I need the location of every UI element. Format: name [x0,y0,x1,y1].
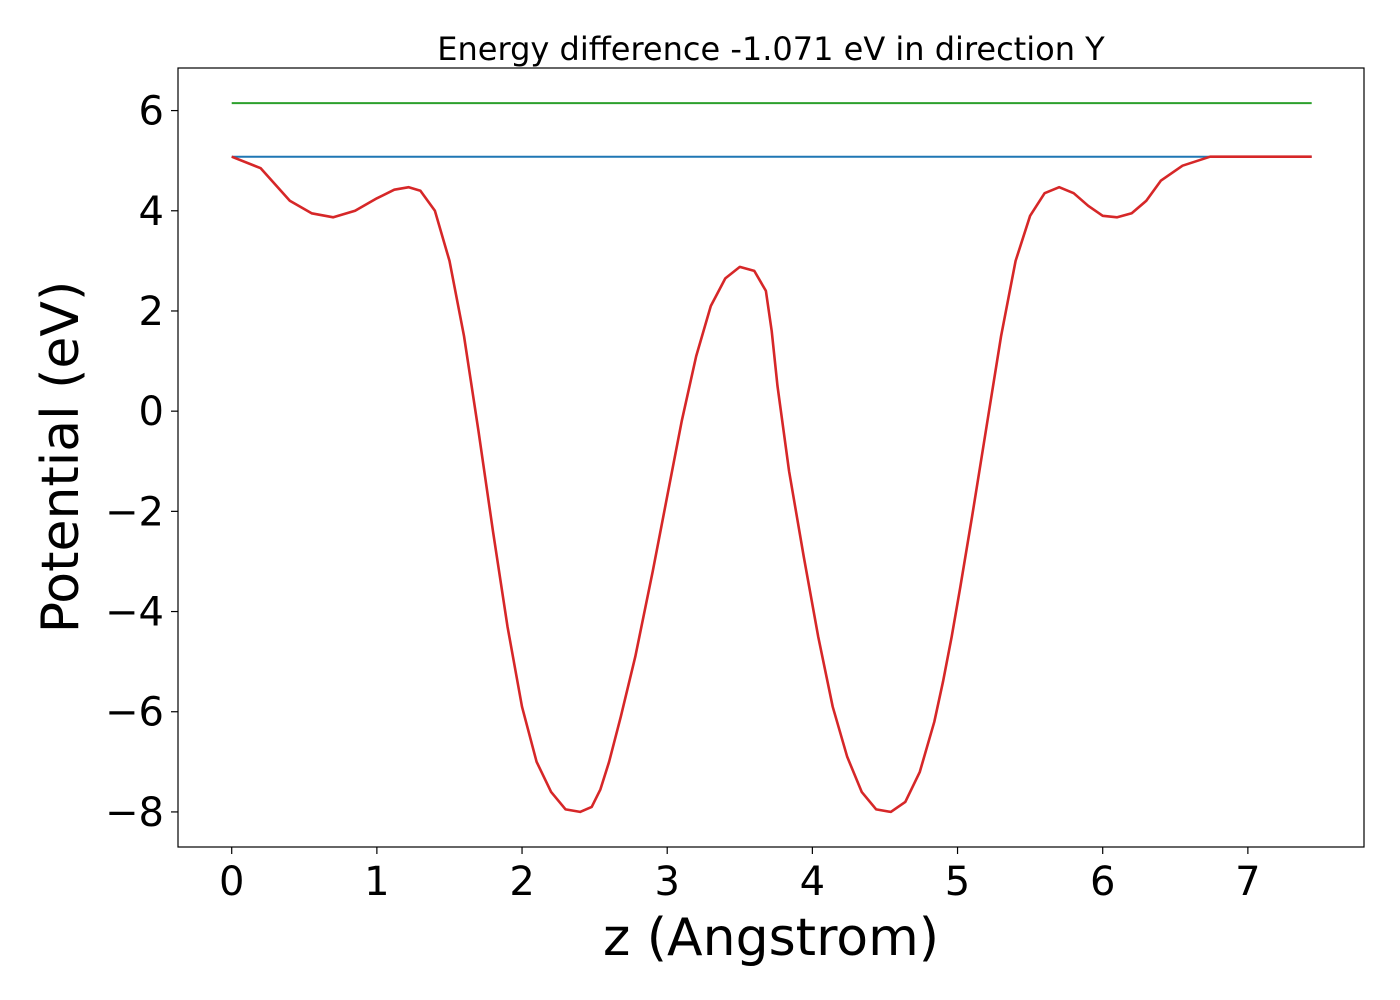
x-axis-ticks: 0 1 2 3 4 5 6 7 [219,847,1261,905]
x-tick-label: 6 [1090,859,1115,905]
x-axis-label: z (Angstrom) [603,908,939,968]
y-tick-label: 2 [139,289,164,335]
y-axis-label: Potential (eV) [31,281,91,633]
x-tick-label: 3 [654,859,679,905]
y-tick-label: −8 [105,790,164,836]
series-layer [231,102,1312,814]
plot-frame [177,67,1365,848]
series-line-2 [231,155,1312,814]
y-tick-label: −6 [105,690,164,736]
x-tick-label: 1 [364,859,389,905]
chart-title: Energy difference -1.071 eV in direction… [437,30,1105,68]
y-tick-label: −2 [105,489,164,535]
x-tick-label: 5 [945,859,970,905]
y-axis-ticks: −8 −6 −4 −2 0 2 4 6 [105,89,178,836]
x-tick-label: 2 [509,859,534,905]
y-tick-label: 0 [139,389,164,435]
x-tick-label: 4 [800,859,825,905]
x-tick-label: 0 [219,859,244,905]
y-tick-label: 6 [139,89,164,135]
y-tick-label: −4 [105,590,164,636]
y-tick-label: 4 [139,189,164,235]
x-tick-label: 7 [1235,859,1260,905]
